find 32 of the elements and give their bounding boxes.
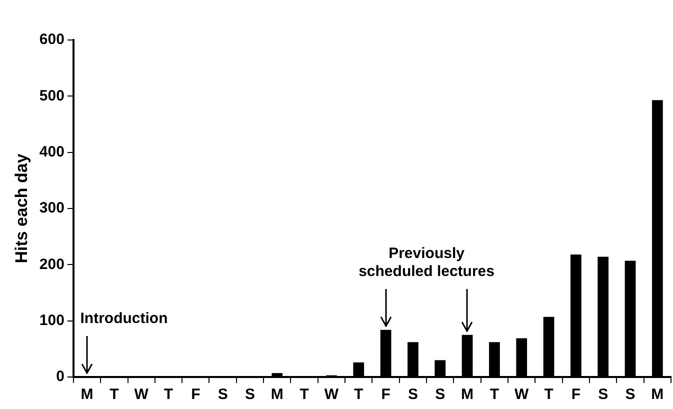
x-tick-label: F bbox=[191, 386, 200, 404]
x-tick-label: F bbox=[381, 386, 390, 404]
annotation: Introduction bbox=[80, 310, 168, 328]
y-tick-label: 400 bbox=[39, 143, 64, 160]
y-axis-title: Hits each day bbox=[12, 153, 31, 264]
x-tick-label: T bbox=[164, 386, 174, 404]
x-tick-label: T bbox=[544, 386, 554, 404]
x-tick-label: M bbox=[80, 386, 94, 404]
x-tick-label: S bbox=[625, 386, 636, 404]
annotation: Previously scheduled lectures bbox=[358, 244, 494, 281]
x-tick-label: M bbox=[270, 386, 284, 404]
y-tick-label: 200 bbox=[39, 256, 64, 273]
x-tick-label: S bbox=[218, 386, 228, 404]
x-tick-label: W bbox=[134, 386, 150, 404]
y-tick-label: 500 bbox=[39, 87, 64, 104]
y-tick-label: 100 bbox=[39, 312, 64, 329]
y-tick-label: 0 bbox=[56, 368, 64, 386]
x-tick-label: S bbox=[435, 386, 446, 404]
x-tick-label: T bbox=[490, 386, 500, 404]
x-tick-label: M bbox=[651, 386, 664, 404]
x-tick-label: W bbox=[324, 386, 340, 404]
x-tick-label: S bbox=[598, 386, 608, 404]
y-tick-label: 300 bbox=[39, 200, 64, 217]
x-tick-label: T bbox=[110, 386, 119, 404]
x-tick-label: T bbox=[300, 386, 309, 404]
x-tick-label: M bbox=[461, 386, 474, 404]
x-tick-label: W bbox=[514, 386, 530, 404]
y-tick-label: 600 bbox=[39, 31, 64, 48]
x-tick-label: F bbox=[571, 386, 581, 404]
x-tick-label: S bbox=[408, 386, 418, 404]
x-tick-label: S bbox=[244, 386, 255, 404]
x-tick-label: T bbox=[354, 386, 364, 404]
